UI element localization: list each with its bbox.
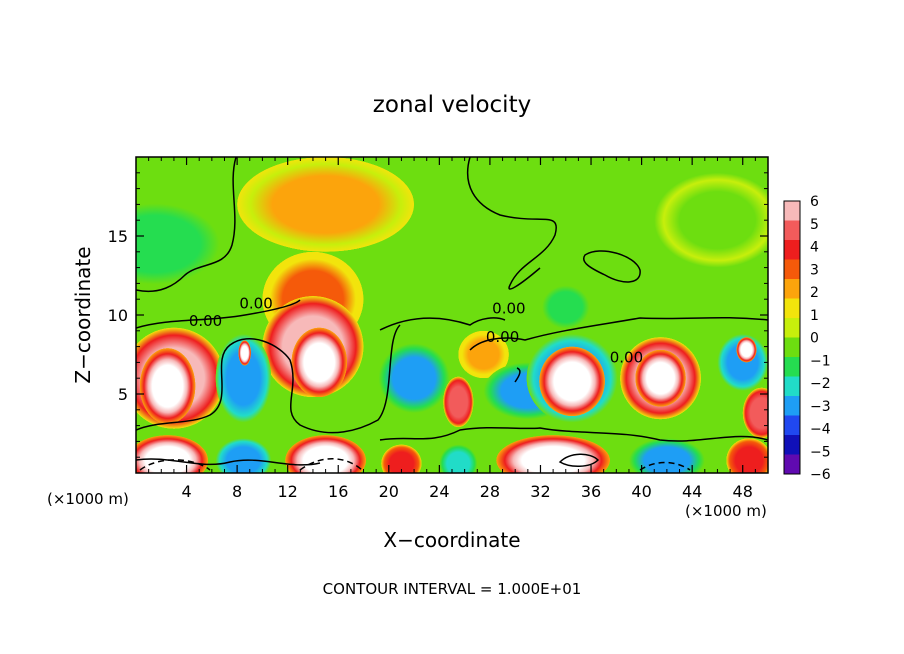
field-cell <box>136 196 231 292</box>
zero-contour <box>469 316 768 351</box>
colorbar-swatch <box>784 415 800 436</box>
field-cell <box>139 348 196 425</box>
y-ticks: 5 10 15 <box>108 172 768 458</box>
zero-contour <box>136 324 401 434</box>
x-tick-label: 12 <box>278 482 298 501</box>
contour-label: 0.00 <box>486 328 519 346</box>
field-cell <box>726 438 768 473</box>
colorbar-swatch <box>784 298 800 319</box>
colorbar-swatch <box>784 220 800 241</box>
colorbar-tick-label: −2 <box>810 376 831 392</box>
y-tick-label: 10 <box>108 306 128 325</box>
colorbar-swatches <box>784 201 800 475</box>
field-cell <box>238 340 252 366</box>
field-cell <box>237 157 415 252</box>
x-tick-label: 4 <box>181 482 191 501</box>
negative-contour <box>299 458 363 471</box>
field-cell <box>285 435 367 473</box>
colorbar-swatch <box>784 376 800 397</box>
colorbar-tick-label: −3 <box>810 399 831 415</box>
field-cell <box>742 387 768 439</box>
colorbar-swatch <box>784 318 800 338</box>
zero-contour <box>379 426 768 442</box>
zero-contour <box>136 299 301 329</box>
zero-contour <box>514 367 521 383</box>
colorbar-labels: 6 5 4 3 2 1 0 −1 −2 −3 −4 −5 −6 <box>810 194 831 483</box>
colorbar-tick-label: 0 <box>810 331 819 347</box>
field-cell <box>736 337 757 363</box>
colorbar-tick-label: −5 <box>810 444 831 460</box>
colorbar-swatch <box>784 396 800 416</box>
colorbar-swatch <box>784 259 800 280</box>
field-cell <box>381 444 422 473</box>
x-tick-label: 44 <box>682 482 702 501</box>
colorbar-tick-label: −4 <box>810 422 831 438</box>
colorbar-swatch <box>784 279 800 299</box>
zero-contour <box>379 317 506 331</box>
plot-area: 0.000.000.000.000.00 4 8 12 16 20 24 28 32 36 40 4… <box>108 156 769 501</box>
zero-contour <box>583 250 641 283</box>
colorbar-swatch <box>784 454 800 475</box>
field-cell <box>635 349 686 407</box>
colorbar: 6 5 4 3 2 1 0 −1 −2 −3 −4 −5 −6 <box>783 194 831 483</box>
x-tick-label: 24 <box>429 482 449 501</box>
colorbar-tick-label: 3 <box>810 262 819 278</box>
colorbar-tick-label: 1 <box>810 308 819 324</box>
zero-contour <box>558 453 600 467</box>
colorbar-tick-label: −6 <box>810 467 831 483</box>
contour-label: 0.00 <box>189 312 222 330</box>
contour-interval-note: CONTOUR INTERVAL = 1.000E+01 <box>323 580 582 598</box>
x-unit-left: (×1000 m) <box>47 490 129 508</box>
chart-title: zonal velocity <box>373 92 531 118</box>
negative-contour <box>639 461 691 471</box>
colorbar-tick-label: 4 <box>810 240 819 256</box>
x-unit-right: (×1000 m) <box>685 502 767 520</box>
x-tick-label: 28 <box>480 482 500 501</box>
x-tick-label: 48 <box>733 482 753 501</box>
field-cell <box>215 333 272 423</box>
zero-contours <box>136 157 768 471</box>
field-cell <box>378 343 450 413</box>
field-cell <box>443 376 474 428</box>
contour-labels: 0.00 0.00 0.00 0.00 0.00 <box>189 295 643 367</box>
colorbar-swatch <box>784 240 800 260</box>
colorbar-swatch <box>784 435 800 455</box>
y-axis-label: Z−coordinate <box>71 246 95 383</box>
colorbar-tick-label: 2 <box>810 285 819 301</box>
field-cell <box>458 330 509 379</box>
x-tick-label: 40 <box>631 482 651 501</box>
zero-contour <box>136 157 237 292</box>
contour-label: 0.00 <box>239 295 272 313</box>
y-tick-label: 15 <box>108 227 128 246</box>
x-ticks: 4 8 12 16 20 24 28 32 36 40 44 48 <box>148 157 756 501</box>
velocity-field <box>136 157 768 473</box>
x-tick-label: 8 <box>232 482 242 501</box>
field-cell <box>539 346 605 417</box>
field-cell <box>537 281 594 333</box>
contour-label: 0.00 <box>610 348 643 366</box>
colorbar-swatch <box>784 337 800 358</box>
x-tick-label: 32 <box>530 482 550 501</box>
x-tick-label: 20 <box>379 482 399 501</box>
x-axis-label: X−coordinate <box>383 528 520 552</box>
field-cell <box>215 438 272 473</box>
colorbar-tick-label: 6 <box>810 194 819 210</box>
y-tick-label: 5 <box>118 385 128 404</box>
field-cell <box>628 438 705 473</box>
x-tick-label: 36 <box>581 482 601 501</box>
field-cell <box>496 435 610 473</box>
x-tick-label: 16 <box>328 482 348 501</box>
zero-contour <box>466 157 557 290</box>
colorbar-swatch <box>784 201 800 221</box>
colorbar-tick-label: 5 <box>810 217 819 233</box>
field-cell <box>439 444 478 473</box>
field-cell <box>291 327 348 398</box>
contour-label: 0.00 <box>492 299 525 317</box>
colorbar-swatch <box>784 357 800 377</box>
field-cell <box>654 172 768 268</box>
colorbar-tick-label: −1 <box>810 353 831 369</box>
zero-contour <box>136 458 321 466</box>
colorbar-frame <box>783 200 801 475</box>
